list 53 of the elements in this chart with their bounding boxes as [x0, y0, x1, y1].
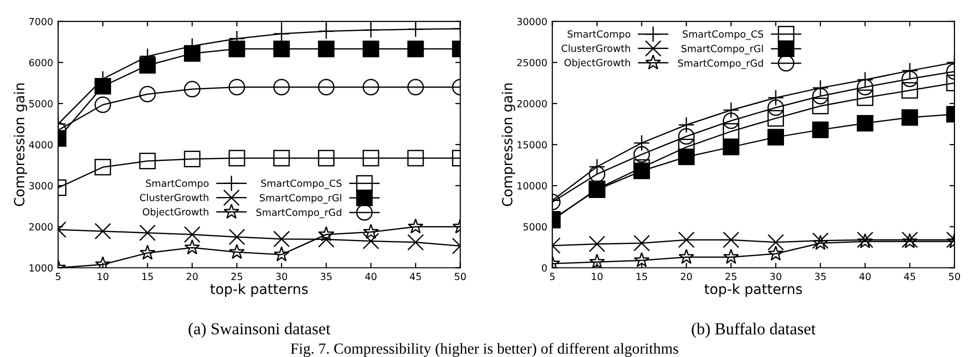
x-tick-label: 20 — [680, 272, 692, 280]
x-tick-label: 45 — [410, 272, 421, 280]
legend-label: ObjectGrowth — [564, 58, 630, 68]
legend-label: SmartCompo — [146, 180, 209, 189]
x-tick-label: 25 — [726, 272, 736, 280]
x-axis-title: top-k patterns — [704, 283, 802, 297]
x-tick-label: 25 — [231, 272, 242, 280]
y-tick-label: 6000 — [29, 58, 53, 66]
y-tick-label: 30000 — [517, 18, 547, 26]
x-tick-label: 35 — [814, 272, 826, 280]
x-tick-label: 40 — [365, 272, 376, 280]
legend-label: SmartCompo_rGd — [678, 59, 763, 69]
x-tick-label: 5 — [550, 272, 555, 280]
x-tick-label: 40 — [859, 272, 871, 280]
y-tick-label: 5000 — [29, 100, 53, 108]
x-tick-label: 5 — [56, 272, 60, 280]
x-tick-label: 30 — [770, 272, 782, 280]
y-axis-title: Compression gain — [502, 84, 516, 206]
x-tick-label: 50 — [454, 272, 466, 280]
x-tick-label: 50 — [949, 272, 960, 280]
legend-label: SmartCompo — [568, 30, 630, 40]
y-tick-label: 20000 — [517, 100, 547, 108]
x-tick-label: 45 — [904, 272, 916, 280]
x-tick-label: 15 — [142, 272, 153, 280]
x-tick-label: 10 — [98, 272, 108, 280]
y-tick-label: 15000 — [518, 141, 547, 148]
y-tick-label: 2000 — [29, 223, 53, 231]
y-tick-label: 10000 — [518, 182, 547, 190]
legend-label: SmartCompo_rGl — [260, 194, 342, 204]
x-tick-label: 20 — [186, 272, 198, 280]
legend-label: SmartCompo_rGl — [682, 44, 763, 54]
text: (a) Swainsoni dataset — [188, 322, 330, 338]
x-tick-label: 30 — [276, 272, 288, 280]
legend-label: SmartCompo_rGd — [256, 208, 342, 218]
legend-label: ClusterGrowth — [140, 194, 208, 202]
x-tick-label: 35 — [320, 272, 332, 280]
x-tick-label: 10 — [592, 272, 603, 280]
y-tick-label: 7000 — [29, 18, 53, 26]
x-axis-title: top-k patterns — [210, 283, 308, 297]
y-tick-label: 3000 — [29, 182, 53, 190]
legend-label: ClusterGrowth — [562, 44, 630, 52]
y-tick-label: 4000 — [29, 141, 53, 148]
x-tick-label: 15 — [636, 272, 648, 280]
y-tick-label: 0 — [542, 264, 547, 272]
legend-label: SmartCompo_CS — [682, 30, 764, 40]
y-axis-title: Compression gain — [14, 84, 28, 206]
caption: Fig. 7. Compressibility (higher is better) of different algorithms — [290, 342, 678, 357]
text: (b) Buffalo dataset — [692, 322, 816, 338]
y-tick-label: 1000 — [30, 264, 53, 272]
y-tick-label: 5000 — [523, 223, 547, 231]
legend-label: ObjectGrowth — [142, 208, 208, 218]
y-tick-label: 25000 — [517, 58, 547, 66]
legend-label: SmartCompo_CS — [261, 180, 342, 190]
